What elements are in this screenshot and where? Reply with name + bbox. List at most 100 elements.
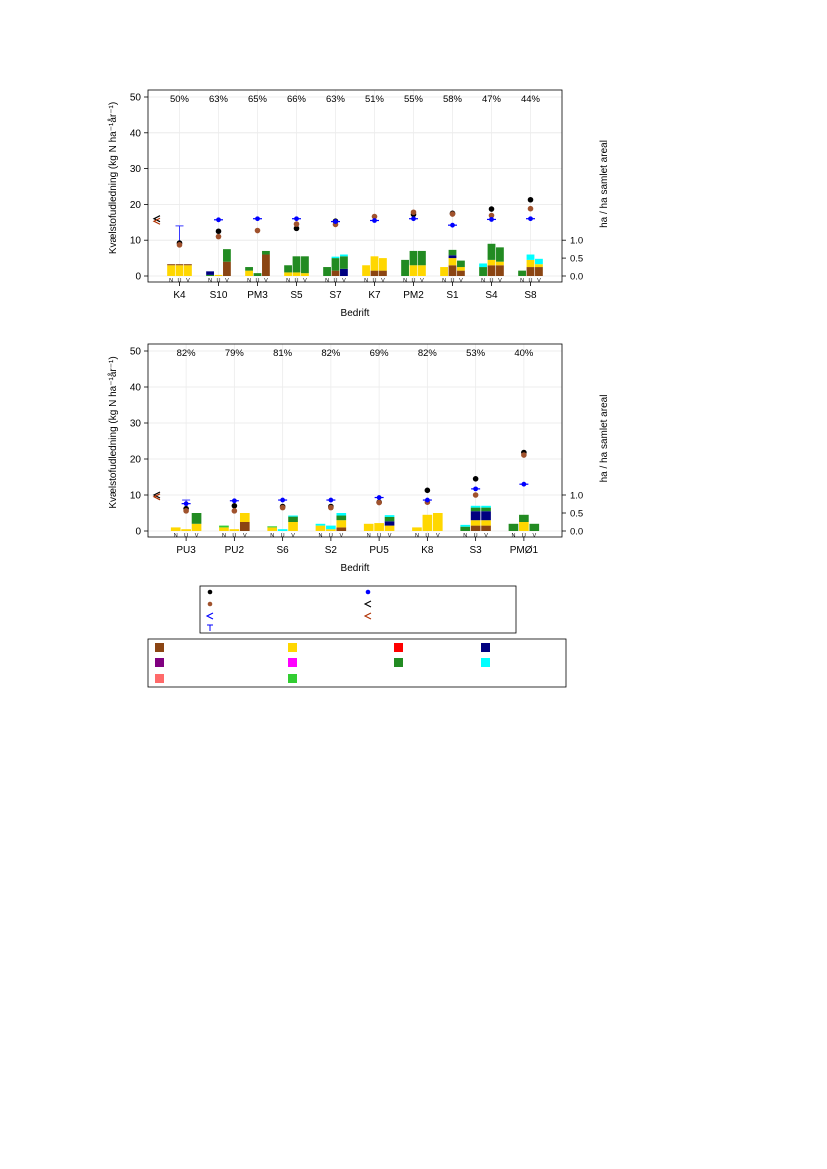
bar-segment (331, 258, 340, 271)
black-dot (293, 225, 300, 232)
bar-sublabel: V (388, 533, 392, 539)
bar-segment (487, 243, 496, 260)
blue-mark-dot (528, 216, 533, 222)
category-label: PU5 (369, 545, 389, 556)
bar-segment (470, 525, 481, 531)
blue-mark-dot (294, 216, 299, 222)
legend-dot-icon (365, 589, 371, 595)
bar-segment (409, 250, 418, 266)
bar-sublabel: U (490, 278, 494, 284)
bar-segment (440, 267, 448, 276)
bar-segment (418, 250, 426, 266)
black-dot (231, 503, 238, 509)
black-dot (527, 196, 534, 203)
category-label: S7 (329, 290, 342, 301)
bar-segment (384, 516, 395, 522)
percent-label: 79% (225, 348, 245, 359)
percent-label: 82% (418, 348, 438, 359)
bar-segment (470, 520, 481, 526)
y2-tick-label: 1.0 (570, 491, 583, 502)
bar-segment (487, 265, 496, 276)
y-tick-label: 20 (130, 455, 142, 466)
y-tick-label: 0 (135, 527, 141, 538)
black-dot (488, 206, 495, 212)
plot-frame (147, 343, 563, 538)
legend-swatch (155, 674, 164, 683)
y-tick-label: 30 (130, 419, 142, 430)
bar-sublabel: U (529, 278, 533, 284)
bar-sublabel: N (318, 533, 322, 539)
black-dot (424, 487, 431, 494)
bar-sublabel: V (381, 278, 385, 284)
left-threshold-marker (152, 493, 161, 501)
brown-dot (521, 452, 527, 458)
y2-tick-label: 0.0 (570, 527, 583, 538)
bar-segment (315, 523, 326, 526)
bar-sublabel: N (415, 533, 419, 539)
percent-label: 51% (365, 94, 385, 105)
bar-segment (384, 515, 395, 517)
bar-segment (184, 264, 192, 266)
bar-sublabel: U (256, 278, 260, 284)
bar-sublabel: U (334, 278, 338, 284)
bar-sublabel: N (481, 278, 485, 284)
bar-sublabel: N (208, 278, 212, 284)
bar-segment (457, 260, 465, 268)
bar-segment (457, 267, 465, 271)
bar-sublabel: N (367, 533, 371, 539)
brown-dot (449, 211, 456, 217)
black-dot (215, 228, 222, 235)
bar-segment (470, 511, 481, 521)
bar-segment (370, 256, 379, 271)
bar-segment (496, 265, 504, 276)
left-threshold-marker (152, 491, 161, 499)
bar-segment (191, 513, 202, 524)
bar-segment (422, 514, 433, 531)
bar-segment (175, 265, 184, 276)
bar-segment (245, 270, 253, 276)
bar-sublabel: V (303, 278, 307, 284)
chart-top: 0 10 20 30 40 50 0.0 0.5 1.0 Kvælstofudledning (k… (107, 89, 610, 319)
category-label: S6 (277, 545, 290, 556)
brown-dot (215, 233, 222, 240)
bar-sublabel: V (195, 533, 199, 539)
y2-tick-label: 0.5 (570, 254, 583, 265)
y-axis-title: Kvælstofudledning (kg N ha⁻¹år⁻¹) (107, 356, 119, 508)
blue-mark-dot (489, 217, 494, 222)
bar-segment (518, 270, 526, 276)
bar-segment (326, 525, 336, 530)
bar-segment (409, 265, 418, 276)
bar-segment (219, 525, 229, 528)
bar-sublabel: U (217, 278, 221, 284)
legend-swatch (394, 658, 403, 667)
percent-label: 65% (248, 94, 268, 105)
category-label: K4 (173, 290, 186, 301)
bar-sublabel: N (222, 533, 226, 539)
bar-segment (239, 513, 250, 522)
bar-segment (315, 525, 326, 531)
bar-segment (508, 523, 519, 531)
blue-mark-dot (333, 219, 338, 224)
category-label: S2 (325, 545, 338, 556)
category-label: S10 (210, 290, 228, 301)
bar-segment (326, 529, 336, 531)
bar-segment (223, 249, 231, 262)
blue-mark-dot (411, 216, 416, 222)
bar-segment (336, 515, 347, 521)
brown-dot (410, 209, 417, 216)
x-axis-title: Bedrift (341, 308, 370, 319)
bar-sublabel: U (451, 278, 455, 284)
bar-segment (292, 272, 301, 276)
percent-label: 66% (287, 94, 307, 105)
blue-mark-dot (473, 486, 479, 492)
bar-segment (340, 268, 348, 276)
bar-segment (519, 514, 529, 522)
brown-dot (328, 504, 334, 511)
bar-segment (412, 527, 422, 531)
blue-mark-dot (521, 481, 527, 487)
bar-segment (181, 529, 191, 531)
bar-segment (470, 505, 481, 508)
bar-segment (496, 247, 504, 262)
percent-label: 47% (482, 94, 502, 105)
bar-segment (288, 522, 298, 531)
